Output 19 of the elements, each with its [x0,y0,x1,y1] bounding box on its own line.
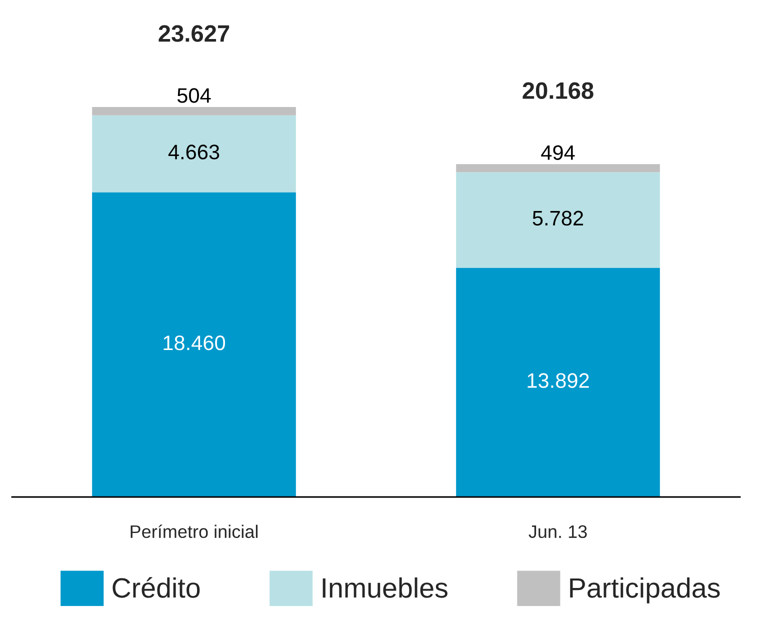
legend-label: Participadas [570,577,720,604]
legend-label: Crédito [112,577,200,598]
data-label: 504 [177,88,211,103]
bar [456,164,660,172]
data-label: 18.460 [164,335,226,350]
data-label: 494 [541,145,575,160]
bar [92,115,296,192]
data-label: 4.663 [168,144,220,160]
total-label: 23.627 [158,25,230,42]
x-tick-label: Perímetro inicial [130,524,258,538]
data-label: 13.892 [528,373,589,388]
data-label: 5.782 [532,210,584,226]
total-label: 20.168 [522,82,594,99]
x-tick-label: Jun. 13 [528,525,587,538]
bar [92,192,296,497]
bar [456,172,660,268]
legend-label: Inmuebles [322,577,448,598]
bar [92,107,296,116]
bar [456,268,660,497]
